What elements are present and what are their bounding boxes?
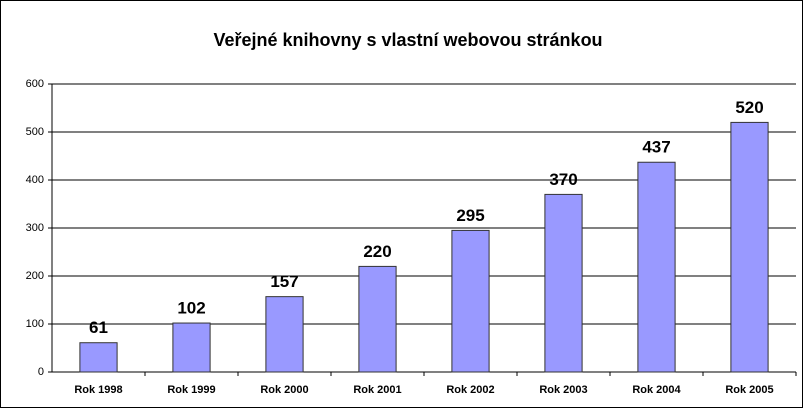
- y-tick-label: 0: [38, 366, 44, 378]
- bar: [544, 193, 583, 373]
- bar: [451, 229, 490, 373]
- data-label: 520: [735, 98, 763, 117]
- y-tick-label: 100: [26, 318, 44, 330]
- bar: [79, 342, 118, 373]
- data-label: 295: [456, 206, 484, 225]
- x-tick-label: Rok 2000: [260, 384, 308, 396]
- x-tick-label: Rok 2001: [353, 384, 401, 396]
- x-tick-label: Rok 1998: [74, 384, 122, 396]
- bar: [172, 322, 211, 373]
- bar: [265, 296, 304, 373]
- x-tick-label: Rok 2003: [539, 384, 587, 396]
- x-tick-label: Rok 2002: [446, 384, 494, 396]
- bar: [358, 265, 397, 373]
- x-tick-label: Rok 2005: [725, 384, 773, 396]
- y-tick-label: 400: [26, 174, 44, 186]
- data-label: 102: [177, 299, 205, 318]
- data-label: 437: [642, 138, 670, 157]
- y-tick-label: 600: [26, 78, 44, 90]
- bar: [637, 161, 676, 373]
- chart-title: Veřejné knihovny s vlastní webovou strán…: [213, 30, 602, 50]
- x-tick-label: Rok 1999: [167, 384, 215, 396]
- data-label: 157: [270, 272, 298, 291]
- y-tick-label: 300: [26, 222, 44, 234]
- y-tick-label: 200: [26, 270, 44, 282]
- data-label: 61: [89, 318, 108, 337]
- x-tick-label: Rok 2004: [632, 384, 681, 396]
- y-tick-label: 500: [26, 126, 44, 138]
- bar: [730, 121, 769, 373]
- data-label: 220: [363, 242, 391, 261]
- data-label: 370: [549, 170, 577, 189]
